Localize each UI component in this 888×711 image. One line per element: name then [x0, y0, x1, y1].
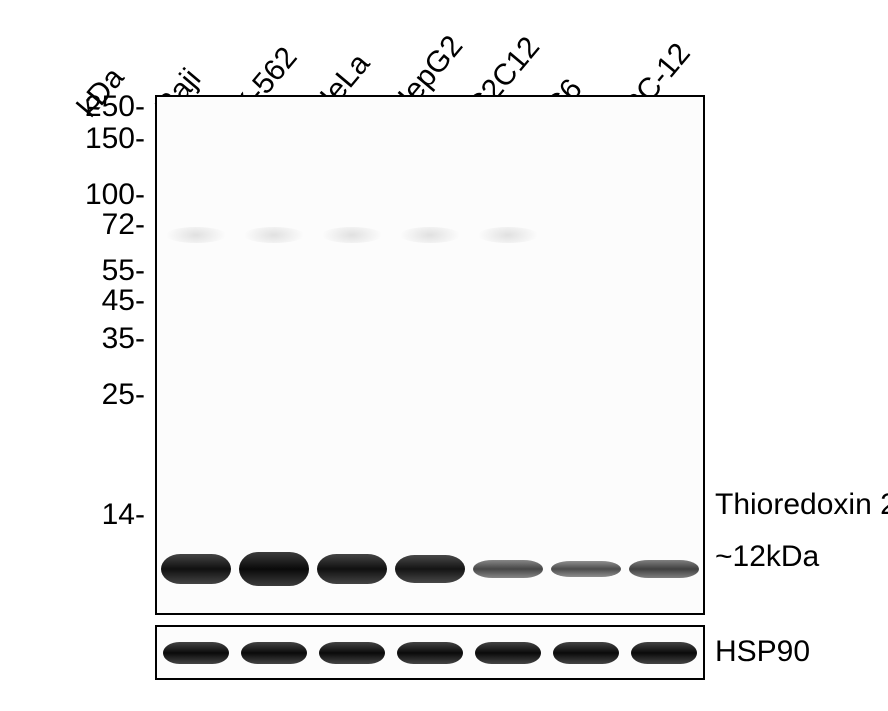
- mw-marker: 45: [102, 284, 145, 318]
- approx-mw-label: ~12kDa: [715, 540, 819, 574]
- mw-marker: 100: [85, 178, 145, 212]
- mw-marker: 35: [102, 322, 145, 356]
- faint-band: [399, 227, 461, 243]
- loading-control-band: [241, 642, 307, 664]
- main-blot-membrane: [155, 95, 705, 615]
- faint-band: [477, 227, 539, 243]
- mw-marker: 150: [85, 122, 145, 156]
- faint-band: [243, 227, 305, 243]
- loading-control-band: [553, 642, 619, 664]
- western-blot-figure: kDa Raji K-562 HeLa HepG2 C2C12 C6 PC-12…: [0, 0, 888, 711]
- target-band: [551, 561, 621, 577]
- loading-control-label: HSP90: [715, 635, 810, 669]
- target-protein-label: Thioredoxin 2: [715, 488, 888, 522]
- loading-control-membrane: [155, 625, 705, 680]
- loading-control-band: [631, 642, 697, 664]
- target-band-row: [157, 552, 703, 588]
- right-annotation-column: Thioredoxin 2 ~12kDa HSP90: [715, 0, 885, 711]
- lane-labels-row: kDa Raji K-562 HeLa HepG2 C2C12 C6 PC-12: [155, 0, 725, 90]
- faint-band: [321, 227, 383, 243]
- target-band: [317, 554, 387, 584]
- faint-band: [165, 227, 227, 243]
- loading-control-band: [475, 642, 541, 664]
- nonspecific-band-row: [157, 227, 703, 243]
- loading-control-band: [163, 642, 229, 664]
- mw-marker: 25: [102, 378, 145, 412]
- mw-marker: 250: [85, 90, 145, 124]
- mw-marker: 55: [102, 254, 145, 288]
- target-band: [395, 555, 465, 583]
- target-band: [161, 554, 231, 584]
- target-band: [629, 560, 699, 578]
- target-band: [473, 560, 543, 578]
- mw-marker: 14: [102, 498, 145, 532]
- target-band: [239, 552, 309, 586]
- loading-control-band: [397, 642, 463, 664]
- mw-marker: 72: [102, 208, 145, 242]
- molecular-weight-markers: 250150 10072 5545 35 25 14: [0, 90, 155, 610]
- loading-control-band: [319, 642, 385, 664]
